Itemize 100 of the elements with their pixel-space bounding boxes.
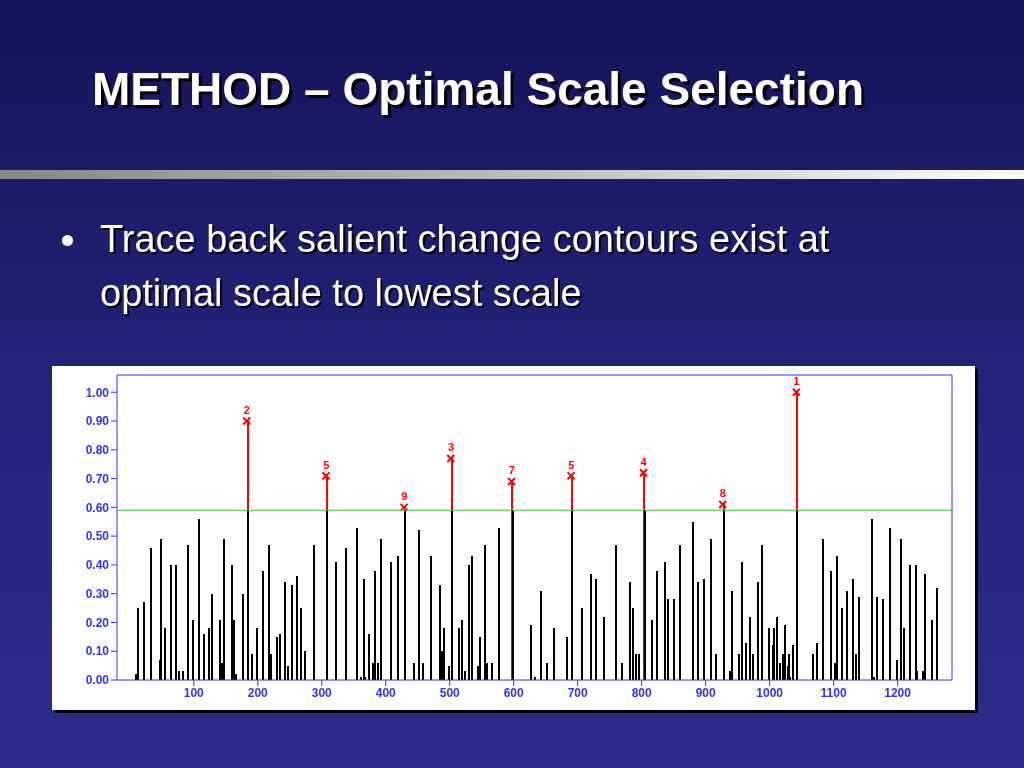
bar (731, 590, 733, 680)
bar (703, 579, 705, 680)
bar (198, 518, 200, 680)
bar (374, 570, 376, 680)
bar (651, 619, 653, 680)
x-tick-label: 700 (567, 685, 589, 700)
bar (368, 633, 370, 680)
bar (242, 593, 244, 680)
bar (836, 556, 838, 680)
bar (356, 527, 358, 680)
bar (692, 521, 694, 680)
bar (219, 619, 221, 680)
bar (776, 616, 778, 680)
bar (397, 556, 399, 680)
bar (710, 539, 712, 680)
chart-title: METHOD – Optimal Scale Selection (92, 62, 864, 116)
bar (909, 564, 911, 680)
y-tick-label: 0.80 (85, 443, 110, 458)
bar (656, 570, 658, 680)
bar (422, 662, 424, 680)
bar (484, 544, 486, 680)
y-tick-label: 0.90 (85, 414, 110, 429)
bar (439, 585, 441, 680)
annotation: 5 (323, 458, 330, 471)
bar (768, 628, 770, 680)
bar (498, 527, 500, 680)
bar (192, 619, 194, 680)
bar (164, 628, 166, 680)
y-tick-label: 0.70 (85, 471, 110, 486)
point (399, 502, 409, 512)
bar (638, 654, 640, 680)
point (507, 476, 517, 486)
bar (279, 633, 281, 680)
bar (231, 564, 233, 680)
bar (390, 562, 392, 680)
bar (175, 564, 177, 680)
bar (715, 654, 717, 680)
bar (615, 544, 617, 680)
bar (852, 579, 854, 680)
annotation: 7 (508, 464, 515, 477)
x-tick-label: 1000 (756, 685, 784, 700)
bar (137, 608, 139, 680)
bar (896, 659, 898, 680)
bar (931, 619, 933, 680)
bar (143, 602, 145, 680)
point (321, 471, 331, 481)
y-tick-label: 0.30 (85, 586, 110, 601)
bar (792, 645, 794, 680)
chart-subtitle: Trace back salient change contours exist at optimal scale to lowest scale (100, 217, 831, 316)
bar (380, 539, 382, 680)
bar (262, 570, 264, 680)
bar (812, 654, 814, 680)
bar (697, 582, 699, 680)
bar (741, 562, 743, 680)
bar (418, 530, 420, 680)
bar (858, 596, 860, 680)
x-tick-label: 800 (631, 685, 653, 700)
bar (546, 662, 548, 680)
bar (203, 633, 205, 680)
bar (629, 582, 631, 680)
bar (749, 616, 751, 680)
annotation: 3 (447, 441, 455, 454)
bar (479, 636, 481, 680)
bar (871, 518, 873, 680)
x-tick-label: 200 (247, 685, 269, 700)
bar (430, 556, 432, 680)
x-tick-label: 900 (695, 685, 716, 700)
y-tick-label: 0.20 (85, 615, 110, 630)
bar (251, 654, 253, 680)
bar (413, 662, 415, 680)
bar (679, 544, 681, 680)
x-tick-label: 100 (183, 685, 205, 700)
point (638, 468, 648, 478)
bar (300, 608, 302, 680)
point (566, 471, 576, 481)
bar (936, 587, 938, 680)
bar (345, 547, 347, 680)
bar (621, 662, 623, 680)
bar (924, 573, 926, 680)
bar (889, 527, 891, 680)
bar (830, 570, 832, 680)
point (791, 387, 801, 397)
bar (276, 636, 278, 680)
bar (595, 579, 597, 680)
x-tick-label: 300 (311, 685, 333, 700)
bar (846, 590, 848, 680)
x-tick-label: 400 (375, 685, 397, 700)
bar (841, 608, 843, 680)
bar (182, 671, 184, 680)
annotation: 1 (793, 375, 800, 388)
bar (900, 539, 902, 680)
bar (784, 625, 786, 680)
point (718, 499, 728, 509)
bar (170, 564, 172, 680)
y-tick-label: 0.00 (85, 673, 110, 688)
bar (284, 582, 286, 680)
bar (471, 556, 473, 680)
y-tick-label: 1.00 (85, 385, 110, 400)
bar (882, 599, 884, 680)
bar (745, 642, 747, 680)
